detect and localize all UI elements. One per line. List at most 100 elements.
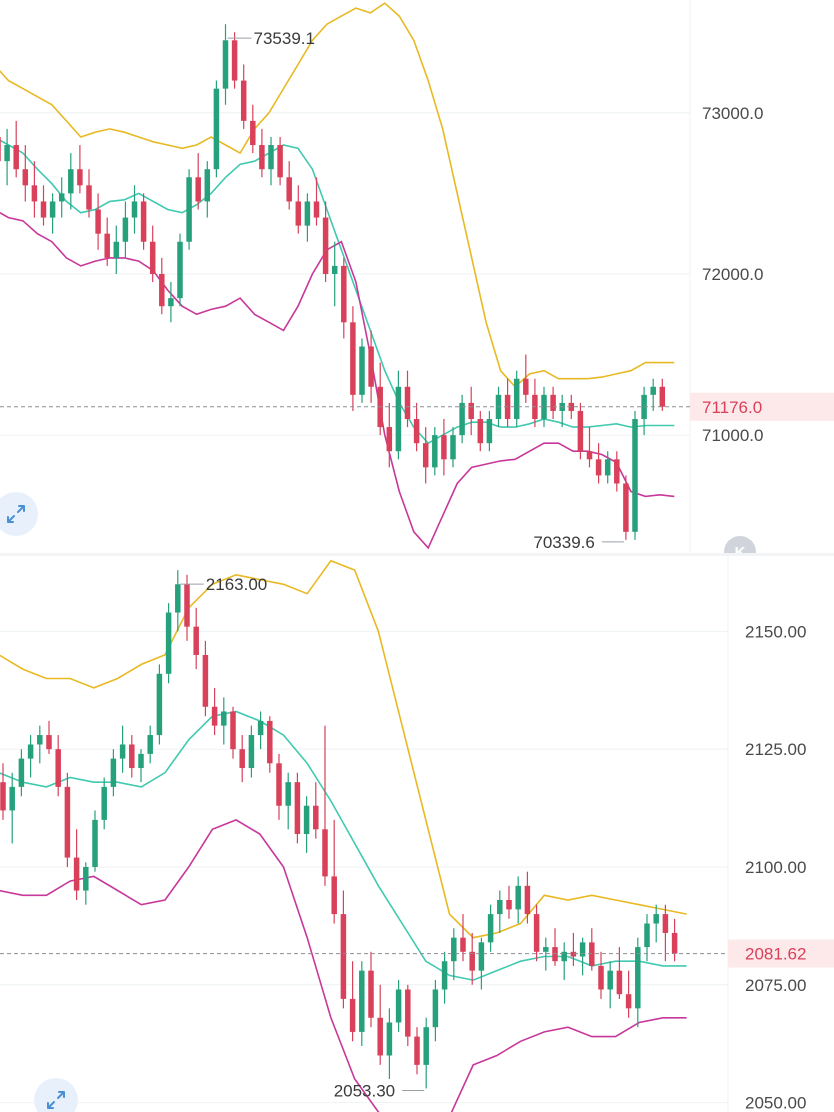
eth-candle[interactable]: [46, 720, 52, 754]
eth-candle[interactable]: [202, 640, 209, 717]
eth-candle[interactable]: [313, 782, 319, 839]
eth-candle[interactable]: [579, 937, 586, 976]
eth-candle[interactable]: [9, 772, 15, 844]
eth-candle[interactable]: [653, 904, 659, 943]
eth-candle[interactable]: [92, 810, 98, 872]
btc-candle[interactable]: [222, 24, 229, 105]
btc-candle[interactable]: [159, 257, 165, 315]
eth-candle[interactable]: [64, 772, 71, 867]
btc-candle[interactable]: [168, 282, 174, 323]
eth-candle[interactable]: [349, 961, 356, 1042]
btc-candle[interactable]: [4, 128, 10, 186]
eth-candle[interactable]: [193, 607, 199, 670]
eth-candle[interactable]: [211, 687, 218, 736]
eth-candle[interactable]: [377, 984, 383, 1065]
btc-candle[interactable]: [641, 386, 647, 436]
btc-candle[interactable]: [504, 378, 511, 428]
btc-candle[interactable]: [240, 64, 247, 129]
btc-candle[interactable]: [49, 193, 56, 234]
btc-candle[interactable]: [104, 217, 110, 266]
btc-candle[interactable]: [395, 370, 402, 460]
btc-candle[interactable]: [140, 193, 147, 250]
eth-candle[interactable]: [359, 961, 365, 1047]
btc-candle[interactable]: [604, 451, 611, 484]
eth-candle[interactable]: [671, 918, 678, 962]
eth-candle[interactable]: [487, 904, 494, 952]
eth-candle[interactable]: [248, 725, 255, 778]
btc-candle[interactable]: [341, 257, 347, 339]
eth-candle[interactable]: [221, 697, 227, 745]
eth-candle[interactable]: [165, 603, 172, 684]
btc-candle[interactable]: [577, 402, 584, 460]
btc-candle[interactable]: [513, 370, 520, 428]
eth-candle[interactable]: [257, 711, 264, 750]
btc-candle[interactable]: [31, 161, 38, 218]
eth-candle[interactable]: [101, 777, 107, 830]
eth-candle[interactable]: [239, 735, 245, 783]
btc-candle[interactable]: [477, 410, 484, 452]
eth-candle[interactable]: [506, 885, 512, 919]
btc-candle[interactable]: [149, 225, 156, 283]
btc-candlestick-chart[interactable]: 73000.0 72000.0 71000.0 73539.1 70339.6 71176…: [0, 0, 834, 556]
btc-candle[interactable]: [195, 153, 201, 210]
btc-candle[interactable]: [322, 201, 329, 283]
btc-candle[interactable]: [450, 427, 456, 468]
eth-candle[interactable]: [0, 763, 6, 820]
btc-candle[interactable]: [131, 185, 138, 234]
eth-candle[interactable]: [386, 1008, 393, 1080]
eth-candle[interactable]: [616, 947, 623, 999]
btc-candle[interactable]: [68, 153, 74, 210]
eth-candle[interactable]: [533, 904, 540, 962]
eth-candle[interactable]: [285, 772, 291, 830]
expand-arrows-icon[interactable]: [34, 1078, 78, 1112]
eth-candle[interactable]: [129, 735, 135, 778]
eth-chart-panel[interactable]: 2150.00 2125.00 2100.00 2075.00 2050.00 2163.…: [0, 556, 834, 1112]
eth-candle[interactable]: [423, 1017, 429, 1089]
btc-candle[interactable]: [259, 128, 265, 178]
btc-candle[interactable]: [268, 136, 274, 186]
btc-candle[interactable]: [459, 394, 465, 444]
btc-candle[interactable]: [77, 145, 83, 194]
btc-candle[interactable]: [550, 386, 556, 420]
btc-candle[interactable]: [295, 185, 302, 234]
btc-candle[interactable]: [632, 410, 638, 540]
eth-candle[interactable]: [55, 735, 61, 797]
btc-candle[interactable]: [650, 378, 656, 411]
expand-arrows-icon[interactable]: [0, 492, 38, 536]
btc-candle[interactable]: [331, 241, 338, 307]
btc-candle[interactable]: [368, 330, 374, 403]
eth-candle[interactable]: [156, 664, 163, 745]
eth-candle[interactable]: [276, 753, 282, 820]
btc-candle[interactable]: [623, 475, 629, 540]
btc-candle[interactable]: [313, 177, 320, 226]
btc-candle[interactable]: [404, 370, 411, 428]
btc-candle[interactable]: [277, 136, 283, 186]
eth-candle[interactable]: [73, 829, 80, 900]
eth-candle[interactable]: [515, 876, 521, 924]
btc-candle[interactable]: [231, 32, 238, 89]
eth-candle[interactable]: [644, 914, 650, 962]
eth-candle[interactable]: [570, 932, 577, 966]
btc-candle[interactable]: [13, 120, 19, 178]
btc-candle[interactable]: [595, 443, 602, 484]
eth-candle[interactable]: [441, 951, 448, 1004]
btc-candle[interactable]: [350, 306, 356, 411]
eth-candle[interactable]: [37, 725, 43, 764]
eth-candle[interactable]: [607, 961, 613, 1009]
btc-candle[interactable]: [441, 419, 447, 476]
eth-candle[interactable]: [635, 937, 641, 1028]
eth-candle[interactable]: [340, 890, 347, 1009]
btc-candle[interactable]: [58, 177, 65, 218]
btc-candle[interactable]: [386, 402, 393, 468]
btc-candle[interactable]: [359, 338, 365, 403]
btc-candle[interactable]: [568, 394, 575, 420]
eth-candle[interactable]: [625, 970, 632, 1018]
eth-candle[interactable]: [184, 574, 190, 641]
eth-candle[interactable]: [230, 706, 236, 759]
btc-candle[interactable]: [614, 451, 620, 492]
eth-candle[interactable]: [598, 951, 604, 999]
eth-candle[interactable]: [543, 937, 549, 971]
eth-candle[interactable]: [147, 725, 153, 764]
eth-candle[interactable]: [110, 749, 117, 797]
eth-candle[interactable]: [662, 904, 669, 962]
